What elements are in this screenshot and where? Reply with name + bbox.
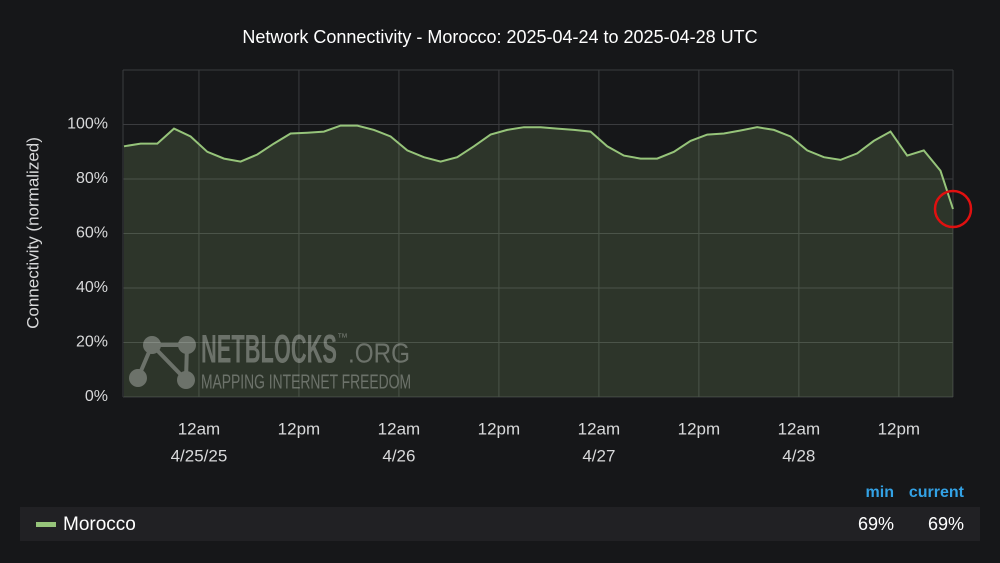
legend: Morocco min 69% current 69%: [36, 484, 965, 535]
legend-box: [20, 507, 980, 541]
x-tick-label: 12am: [178, 419, 221, 438]
watermark-node: [177, 371, 195, 389]
legend-column-header: current: [909, 484, 965, 501]
x-tick-date: 4/26: [382, 446, 415, 465]
y-tick-label: 20%: [76, 334, 108, 351]
y-tick-label: 0%: [85, 388, 108, 405]
x-tick-label: 12pm: [878, 419, 921, 438]
x-tick-label: 12pm: [278, 419, 321, 438]
legend-swatch: [36, 522, 56, 527]
watermark-icon: [136, 343, 189, 382]
legend-column-header: min: [866, 484, 894, 501]
chart-title: Network Connectivity - Morocco: 2025-04-…: [242, 27, 757, 47]
y-tick-label: 100%: [67, 116, 108, 133]
watermark-mark: ™: [337, 332, 348, 344]
watermark-node: [178, 336, 196, 354]
y-tick-label: 60%: [76, 225, 108, 242]
legend-value: 69%: [858, 514, 894, 534]
watermark-name: NETBLOCKS: [201, 328, 337, 372]
x-tick-label: 12pm: [678, 419, 721, 438]
watermark-node: [129, 369, 147, 387]
y-tick-label: 80%: [76, 170, 108, 187]
x-tick-label: 12am: [778, 419, 821, 438]
x-tick-label: 12pm: [478, 419, 521, 438]
highlight-circle: [933, 189, 973, 229]
watermark-node: [143, 336, 161, 354]
y-axis-label: Connectivity (normalized): [23, 137, 42, 329]
x-tick-date: 4/25/25: [171, 446, 228, 465]
y-tick-label: 40%: [76, 279, 108, 296]
x-tick-date: 4/27: [582, 446, 615, 465]
x-tick-label: 12am: [578, 419, 621, 438]
legend-label: Morocco: [63, 514, 136, 535]
x-tick-label: 12am: [378, 419, 421, 438]
grid: 0% 20% 40% 60% 80% 100% 12am 4/25/25 12pm 12am 4/2…: [67, 69, 954, 465]
watermark-suffix: .ORG: [348, 337, 410, 368]
legend-value: 69%: [928, 514, 964, 534]
x-tick-date: 4/28: [782, 446, 815, 465]
plot: [123, 124, 973, 397]
line: [123, 124, 954, 210]
watermark-tagline: MAPPING INTERNET FREEDOM: [201, 371, 411, 393]
watermark: NETBLOCKS ™ .ORG MAPPING INTERNET FREEDO…: [129, 328, 411, 393]
area: [123, 125, 954, 397]
